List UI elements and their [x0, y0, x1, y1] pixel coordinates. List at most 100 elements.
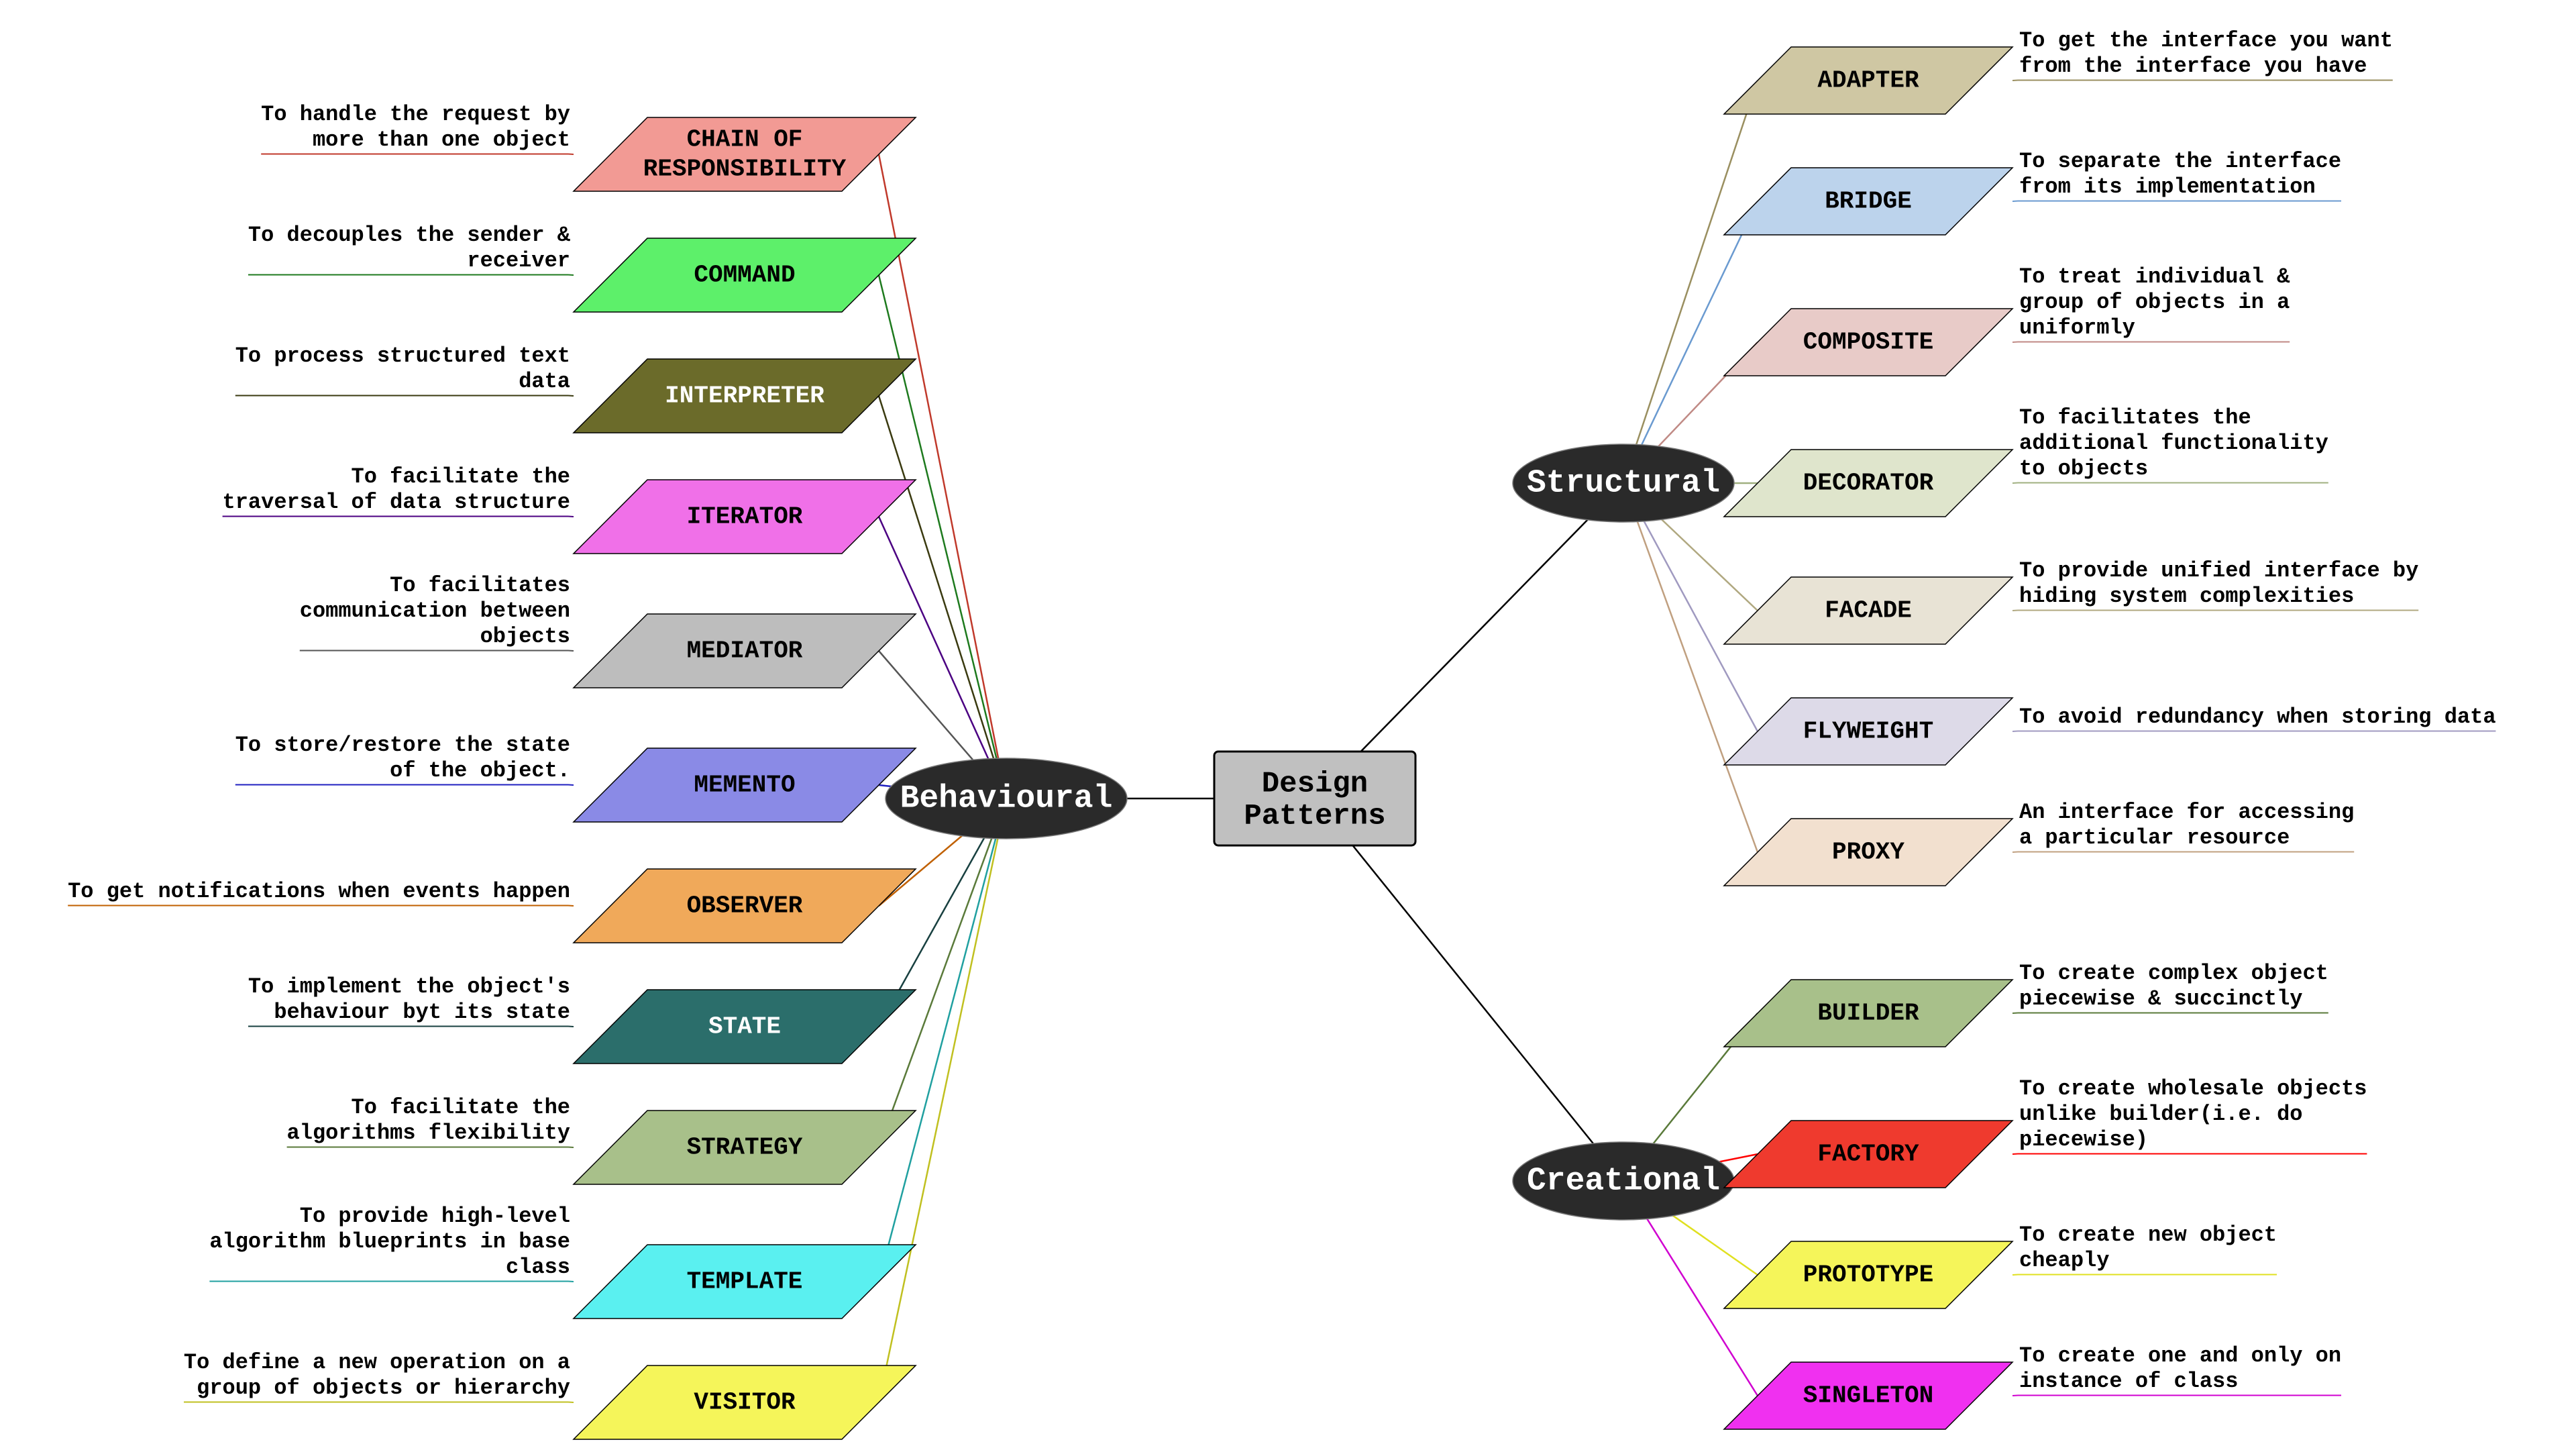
desc-mediator-line-1: communication between: [300, 599, 570, 623]
desc-visitor-line-1: group of objects or hierarchy: [197, 1376, 570, 1400]
desc-builder-line-0: To create complex object: [2019, 961, 2328, 986]
connector-structural-bridge: [1623, 201, 1758, 483]
text: DesignPatterns Behavioural CHAIN OFRESPONS…: [68, 28, 2496, 1416]
desc-memento-stem: [568, 785, 574, 786]
desc-interpreter-stem: [568, 396, 574, 397]
desc-chain-line-0: To handle the request by: [261, 102, 570, 127]
node-adapter-label: ADAPTER: [1817, 67, 1919, 95]
desc-interpreter-line-1: data: [519, 369, 570, 394]
connector-root-creational: [1315, 798, 1623, 1181]
node-observer-label: OBSERVER: [687, 892, 803, 920]
root-label-2: Patterns: [1244, 800, 1385, 833]
desc-singleton-line-0: To create one and only on: [2019, 1343, 2341, 1368]
desc-proxy-stem: [2012, 852, 2018, 853]
desc-builder-stem: [2012, 1013, 2018, 1014]
desc-state-line-1: behaviour byt its state: [274, 1000, 570, 1025]
desc-adapter-line-0: To get the interface you want: [2019, 28, 2393, 53]
connector-structural-adapter: [1623, 81, 1758, 483]
desc-flyweight-stem: [2012, 731, 2018, 732]
desc-composite-stem: [2012, 342, 2018, 343]
desc-composite-line-0: To treat individual &: [2019, 264, 2290, 289]
desc-proxy-line-1: a particular resource: [2019, 825, 2290, 850]
desc-observer-line-0: To get notifications when events happen: [68, 879, 570, 904]
node-visitor-label: VISITOR: [694, 1389, 796, 1416]
desc-memento-line-1: of the object.: [390, 758, 570, 783]
node-proxy-label: PROXY: [1832, 839, 1904, 866]
design-patterns-mindmap: DesignPatterns Behavioural CHAIN OFRESPONS…: [0, 0, 2576, 1444]
desc-factory-line-1: unlike builder(i.e. do: [2019, 1102, 2302, 1127]
desc-interpreter-line-0: To process structured text: [235, 344, 570, 368]
desc-chain-stem: [568, 154, 574, 155]
category-structural-label: Structural: [1527, 466, 1720, 502]
desc-composite-line-1: group of objects in a: [2019, 290, 2290, 315]
desc-proxy-line-0: An interface for accessing: [2019, 800, 2354, 825]
desc-observer-stem: [568, 906, 574, 907]
desc-template-line-2: class: [506, 1255, 570, 1280]
desc-prototype-stem: [2012, 1275, 2018, 1276]
node-prototype-label: PROTOTYPE: [1803, 1261, 1933, 1289]
root-label-1: Design: [1262, 768, 1368, 801]
desc-prototype-line-1: cheaply: [2019, 1248, 2109, 1273]
node-strategy-label: STRATEGY: [687, 1134, 803, 1162]
nodes: [574, 47, 2012, 1439]
node-template-label: TEMPLATE: [687, 1268, 803, 1296]
node-facade-label: FACADE: [1825, 597, 1912, 625]
category-creational-label: Creational: [1527, 1164, 1720, 1200]
desc-command-line-0: To decouples the sender &: [248, 223, 571, 248]
desc-bridge-line-1: from its implementation: [2019, 174, 2316, 199]
node-bridge-label: BRIDGE: [1825, 188, 1912, 215]
desc-bridge-stem: [2012, 201, 2018, 202]
desc-mediator-stem: [568, 651, 574, 652]
desc-decorator-line-1: additional functionality: [2019, 431, 2328, 456]
desc-command-stem: [568, 275, 574, 276]
node-factory-label: FACTORY: [1817, 1141, 1919, 1168]
desc-memento-line-0: To store/restore the state: [235, 733, 570, 758]
desc-bridge-line-0: To separate the interface: [2019, 149, 2341, 174]
desc-decorator-line-0: To facilitates the: [2019, 405, 2251, 430]
desc-adapter-line-1: from the interface you have: [2019, 54, 2367, 79]
desc-factory-line-2: piecewise): [2019, 1127, 2148, 1152]
desc-template-line-0: To provide high-level: [300, 1204, 570, 1229]
desc-state-line-0: To implement the object's: [248, 974, 570, 999]
node-decorator-label: DECORATOR: [1803, 470, 1934, 497]
desc-composite-line-2: uniformly: [2019, 315, 2135, 340]
desc-decorator-stem: [2012, 483, 2018, 484]
desc-factory-stem: [2012, 1154, 2018, 1155]
node-chain-label-2: RESPONSIBILITY: [643, 156, 847, 183]
node-iterator-label: ITERATOR: [687, 503, 803, 531]
node-memento-label: MEMENTO: [694, 772, 795, 799]
category-behavioural-label: Behavioural: [900, 781, 1113, 817]
desc-decorator-line-2: to objects: [2019, 456, 2148, 481]
desc-builder-line-1: piecewise & succinctly: [2019, 986, 2302, 1011]
node-command-label: COMMAND: [694, 262, 795, 289]
desc-command-line-1: receiver: [467, 248, 570, 273]
connector-structural-proxy: [1623, 483, 1758, 852]
connector-behavioural-interpreter: [879, 396, 1006, 798]
desc-chain-line-1: more than one object: [313, 127, 570, 152]
node-composite-label: COMPOSITE: [1803, 329, 1933, 356]
desc-mediator-line-0: To facilitates: [390, 573, 570, 598]
node-flyweight-label: FLYWEIGHT: [1803, 718, 1933, 745]
desc-flyweight-line-0: To avoid redundancy when storing data: [2019, 705, 2496, 729]
desc-singleton-line-1: instance of class: [2019, 1369, 2238, 1394]
desc-facade-line-1: hiding system complexities: [2019, 584, 2354, 609]
connector-behavioural-strategy: [879, 798, 1006, 1147]
node-interpreter-label: INTERPRETER: [665, 382, 824, 410]
desc-mediator-line-2: objects: [480, 624, 570, 649]
node-chain-label-1: CHAIN OF: [687, 126, 803, 154]
desc-facade-line-0: To provide unified interface by: [2019, 558, 2418, 583]
desc-strategy-line-1: algorithms flexibility: [287, 1121, 570, 1145]
desc-factory-line-0: To create wholesale objects: [2019, 1076, 2367, 1101]
desc-strategy-stem: [568, 1147, 574, 1148]
desc-iterator-line-0: To facilitate the: [352, 464, 570, 489]
desc-iterator-line-1: traversal of data structure: [223, 490, 570, 515]
desc-template-line-1: algorithm blueprints in base: [209, 1229, 570, 1254]
node-builder-label: BUILDER: [1817, 1000, 1919, 1027]
desc-visitor-line-0: To define a new operation on a: [184, 1350, 570, 1375]
node-state-label: STATE: [708, 1013, 781, 1041]
connector-behavioural-command: [879, 275, 1006, 798]
desc-prototype-line-0: To create new object: [2019, 1223, 2277, 1247]
desc-visitor-stem: [568, 1402, 574, 1403]
node-singleton-label: SINGLETON: [1803, 1382, 1933, 1410]
node-mediator-label: MEDIATOR: [687, 637, 803, 665]
